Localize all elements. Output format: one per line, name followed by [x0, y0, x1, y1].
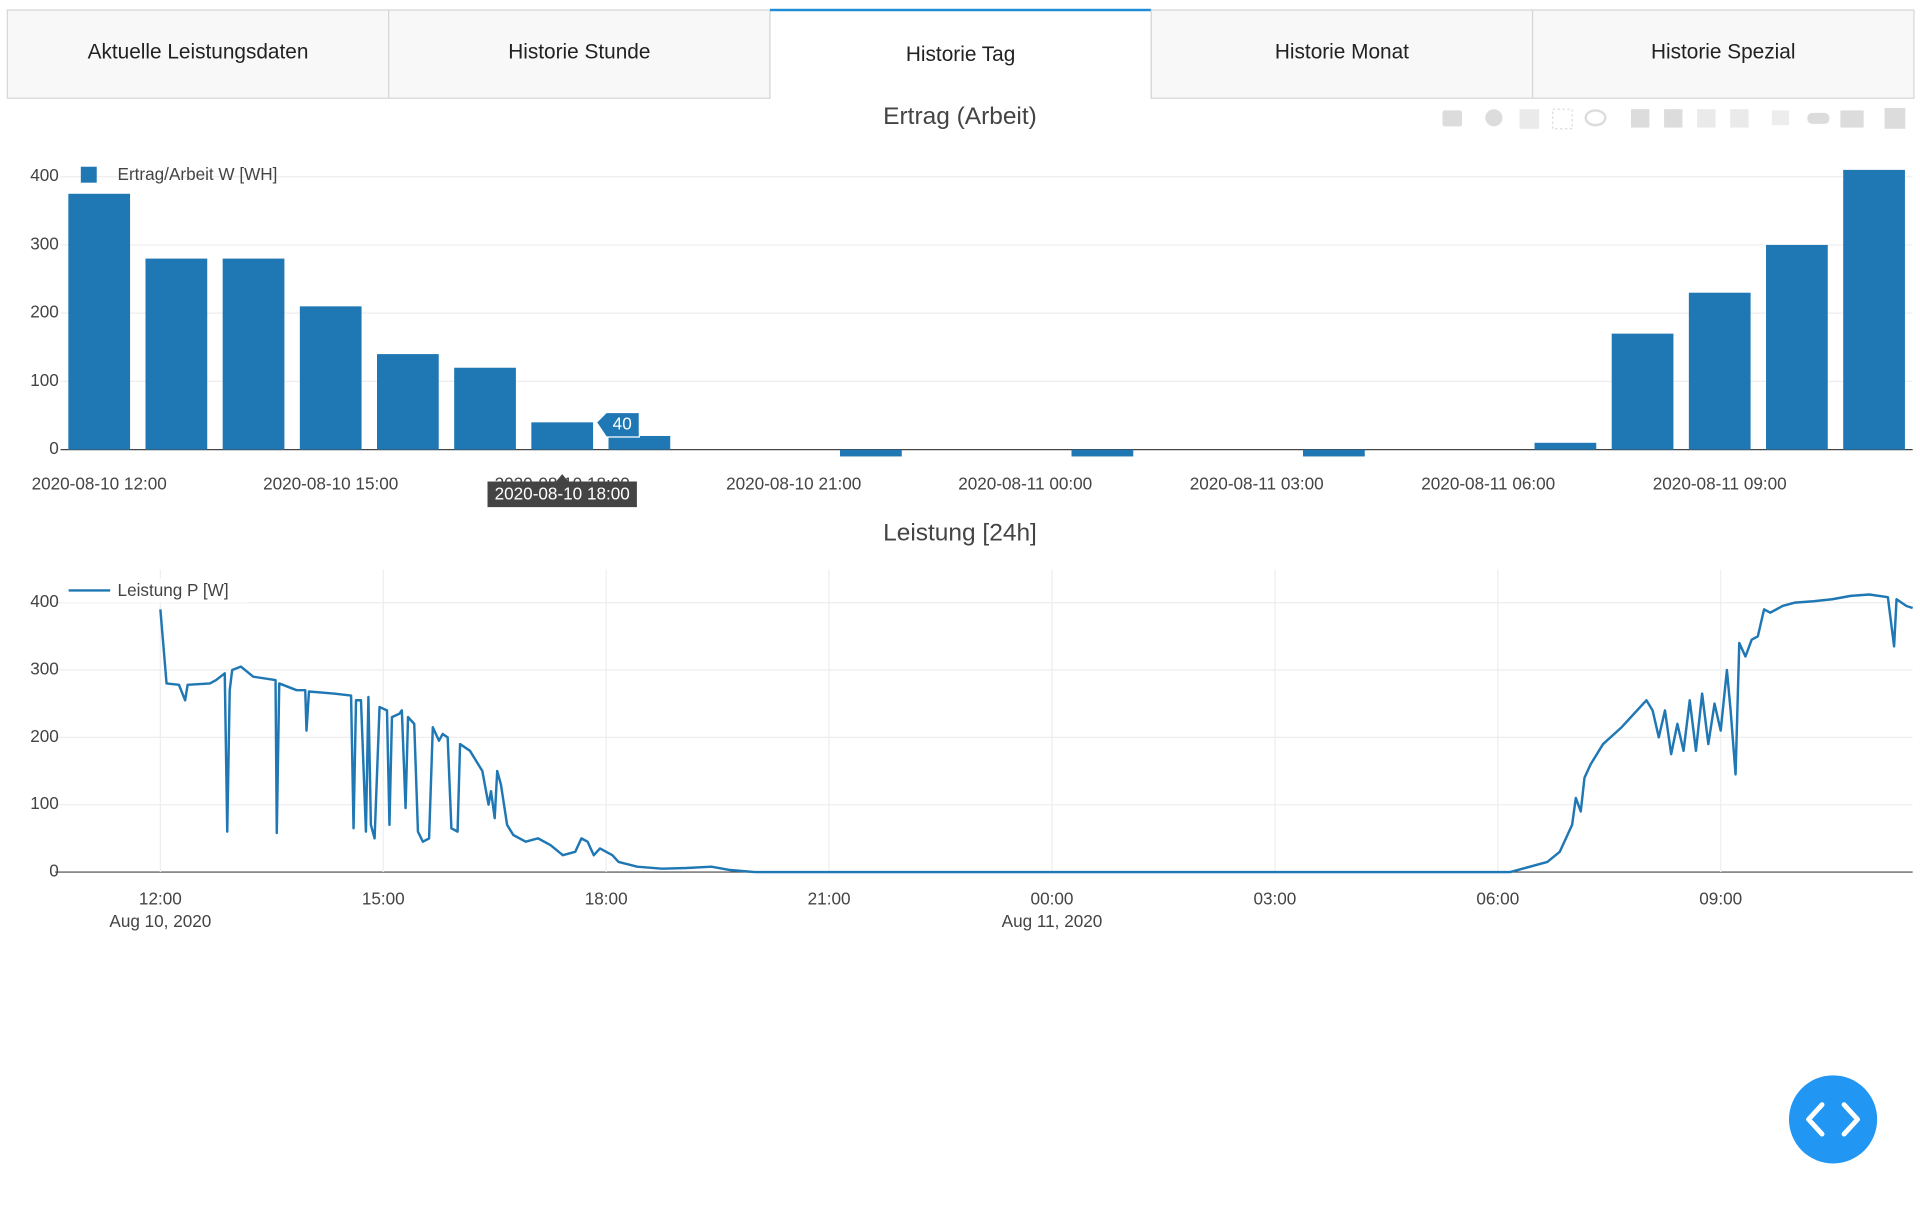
x-tick-label: 2020-08-10 21:00 [726, 474, 861, 494]
y-tick-label: 200 [30, 302, 59, 322]
y-tick-label: 300 [30, 233, 59, 253]
tab-indicator [769, 8, 1152, 12]
tab[interactable] [1531, 9, 1915, 99]
x-tick-label: 2020-08-11 00:00 [958, 474, 1092, 494]
spike-label-box [487, 474, 637, 508]
x-tick-label: 2020-08-10 15:00 [263, 474, 398, 494]
bar [531, 422, 594, 450]
y-tick-label: 0 [49, 438, 59, 458]
modebar [1442, 107, 1906, 130]
chart-title: Leistung [24h] [883, 520, 1037, 547]
x-tick-label: 15:00 [362, 889, 405, 909]
x-tick-label: 21:00 [808, 889, 851, 909]
code-button[interactable] [1788, 1075, 1878, 1164]
x-tick-label: 12:00 [139, 889, 182, 909]
hover-closest-icon[interactable] [1807, 112, 1830, 124]
code-icon [1806, 1102, 1860, 1137]
bar [1534, 442, 1597, 450]
lasso-icon[interactable] [1584, 109, 1607, 127]
zoom-out-icon[interactable] [1664, 109, 1683, 128]
line [159, 593, 1914, 874]
chart-title: Ertrag (Arbeit) [883, 103, 1037, 130]
x-tick-label: 09:00 [1699, 889, 1742, 909]
x-tick-label: 03:00 [1253, 889, 1296, 909]
hover-box [595, 411, 640, 438]
bar [222, 258, 285, 450]
select-icon[interactable] [1552, 108, 1573, 130]
tab[interactable] [769, 9, 1152, 99]
legend-label: Ertrag/Arbeit W [WH] [118, 164, 278, 184]
tab-label[interactable]: Aktuelle Leistungsdaten [88, 40, 309, 63]
y-tick-label: 200 [30, 726, 59, 746]
fab[interactable] [1788, 1075, 1878, 1164]
bar [1071, 449, 1134, 457]
tab[interactable] [388, 9, 771, 99]
tab[interactable] [1150, 9, 1534, 99]
y-tick-label: 300 [30, 659, 59, 679]
hover-compare-icon[interactable] [1840, 110, 1864, 128]
tab-label[interactable]: Historie Tag [906, 43, 1015, 66]
x-tick-label: 2020-08-11 06:00 [1421, 474, 1555, 494]
spike-icon[interactable] [1771, 110, 1789, 126]
bar [1303, 449, 1365, 457]
x-tick-date: Aug 10, 2020 [109, 911, 211, 931]
plotly-logo[interactable] [1884, 107, 1906, 129]
zoom-in-icon[interactable] [1631, 109, 1650, 128]
bar [840, 449, 902, 457]
x-tick-label: 18:00 [585, 889, 628, 909]
y-tick-label: 100 [30, 370, 59, 390]
camera-icon[interactable] [1442, 110, 1463, 127]
bar [1688, 292, 1751, 450]
x-tick-label: 2020-08-11 09:00 [1653, 474, 1787, 494]
tab[interactable] [6, 9, 390, 99]
y-tick-label: 400 [30, 165, 59, 185]
bar [1611, 333, 1674, 450]
bar [68, 193, 131, 450]
bar [377, 354, 439, 450]
bar [1766, 244, 1828, 450]
pan-icon[interactable] [1519, 109, 1540, 129]
bar [454, 367, 516, 450]
zoom-icon[interactable] [1485, 109, 1503, 127]
tab-label[interactable]: Historie Stunde [508, 40, 650, 63]
tab-cover [770, 96, 1151, 101]
reset-icon[interactable] [1730, 109, 1749, 128]
bar [608, 435, 671, 450]
bar [299, 306, 362, 450]
autoscale-icon[interactable] [1697, 109, 1716, 128]
y-tick-label: 400 [30, 591, 59, 611]
spike-label: 2020-08-10 18:00 [495, 483, 630, 503]
x-tick-label: 2020-08-11 03:00 [1190, 474, 1324, 494]
bar [145, 258, 208, 450]
legend-swatch [80, 166, 97, 183]
x-tick-label: 06:00 [1476, 889, 1519, 909]
y-tick-label: 0 [49, 861, 59, 881]
hover-label: 40 [613, 413, 632, 433]
bar [1843, 169, 1905, 450]
x-tick-label: 2020-08-10 12:00 [32, 474, 167, 494]
legend-label: Leistung P [W] [118, 580, 229, 600]
x-tick-date: Aug 11, 2020 [1002, 911, 1103, 931]
y-tick-label: 100 [30, 793, 59, 813]
x-tick-label: 00:00 [1031, 889, 1074, 909]
tab-label[interactable]: Historie Monat [1275, 40, 1409, 63]
tab-label[interactable]: Historie Spezial [1651, 40, 1795, 63]
